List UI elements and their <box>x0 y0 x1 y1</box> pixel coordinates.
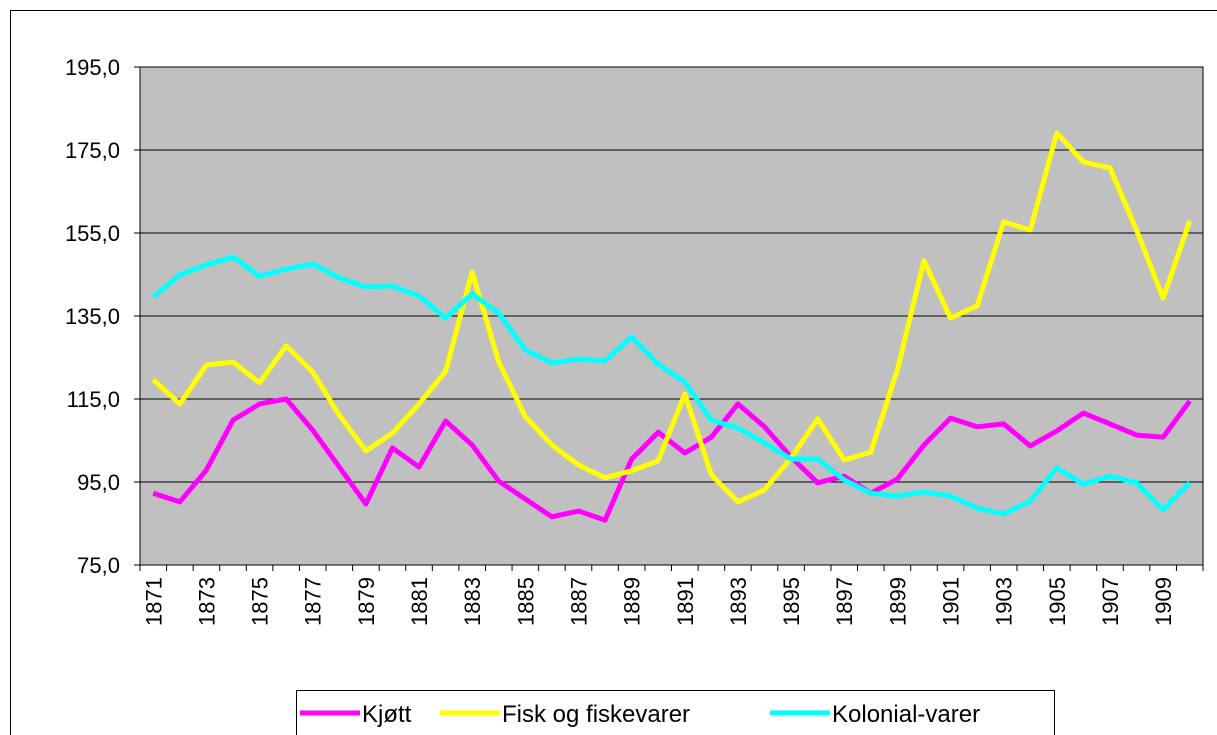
x-tick-label: 1885 <box>513 577 538 626</box>
x-tick-label: 1887 <box>566 577 591 626</box>
y-tick-label: 175,0 <box>65 138 120 163</box>
x-tick-label: 1909 <box>1151 577 1176 626</box>
x-tick-label: 1895 <box>779 577 804 626</box>
legend-label: Kolonial-varer <box>832 701 980 728</box>
y-tick-label: 75,0 <box>77 553 120 578</box>
legend-box <box>296 690 1055 735</box>
series-line <box>151 254 1192 517</box>
x-tick-label: 1899 <box>885 577 910 626</box>
legend-label: Fisk og fiskevarer <box>502 701 690 728</box>
x-tick-label: 1907 <box>1098 577 1123 626</box>
y-tick-label: 95,0 <box>77 470 120 495</box>
series-line <box>152 396 1192 523</box>
x-tick-label: 1877 <box>301 577 326 626</box>
x-tick-label: 1889 <box>620 577 645 626</box>
x-tick-label: 1881 <box>407 577 432 626</box>
x-tick-label: 1893 <box>726 577 751 626</box>
x-tick-label: 1875 <box>248 577 273 626</box>
x-tick-label: 1873 <box>194 577 219 626</box>
x-tick-label: 1891 <box>673 577 698 626</box>
y-tick-label: 115,0 <box>67 387 120 412</box>
y-tick-label: 155,0 <box>65 221 120 246</box>
x-tick-label: 1905 <box>1045 577 1070 626</box>
x-tick-label: 1871 <box>141 577 166 626</box>
y-tick-label: 195,0 <box>65 55 120 80</box>
x-tick-label: 1903 <box>992 577 1017 626</box>
x-tick-label: 1897 <box>832 577 857 626</box>
x-tick-label: 1879 <box>354 577 379 626</box>
y-tick-label: 135,0 <box>65 304 120 329</box>
x-tick-label: 1901 <box>939 577 964 626</box>
x-tick-label: 1883 <box>460 577 485 626</box>
legend-label: Kjøtt <box>362 701 412 728</box>
series-line <box>151 130 1193 505</box>
